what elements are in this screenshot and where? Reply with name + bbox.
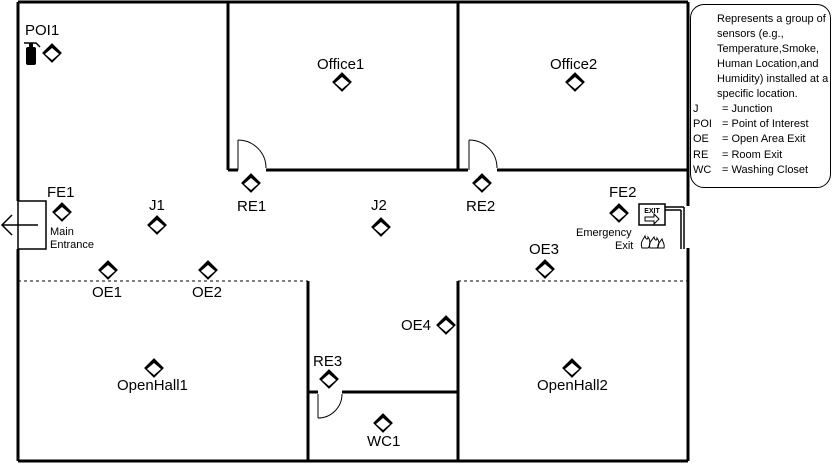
legend-box <box>690 4 831 188</box>
sensor-re2-icon <box>472 173 492 193</box>
room-label-wc1: WC1 <box>367 433 401 450</box>
legend-list: J = Junction POI = Point of Interest OE = O… <box>693 102 809 178</box>
sensor-office2-icon <box>565 72 585 92</box>
legend-item: WC = Washing Closet <box>693 163 809 176</box>
room-label-office1: Office1 <box>317 56 365 73</box>
sensor-label-oe1: OE1 <box>92 284 123 301</box>
sensor-j1-icon <box>147 215 167 235</box>
sensor-label-fe1: FE1 <box>47 184 75 201</box>
sensor-j2-icon <box>371 217 391 237</box>
main-entrance-label-line1: Main <box>50 226 74 238</box>
sensor-re1-icon <box>241 173 261 193</box>
sensor-label-re1: RE1 <box>237 198 267 215</box>
emergency-exit-label-line1: Emergency <box>576 227 632 239</box>
sensor-openhall2-icon <box>562 358 582 378</box>
open-area-boundaries <box>18 280 688 392</box>
sensor-fe1-icon <box>52 202 72 222</box>
legend-item: J = Junction <box>693 103 773 115</box>
emergency-exit-label-line2: Exit <box>615 240 634 252</box>
sensor-oe2-icon <box>198 260 218 280</box>
legend-description: Represents a group of sensors (e.g., Tem… <box>717 13 829 100</box>
exit-sign-icon: EXIT <box>638 203 666 226</box>
sensor-label-re3: RE3 <box>313 353 343 370</box>
sensor-re3-icon <box>319 369 339 389</box>
sensor-label-oe3: OE3 <box>529 241 560 258</box>
sensor-label-fe2: FE2 <box>609 184 637 201</box>
sensor-label-j1: J1 <box>149 197 165 214</box>
door-office2 <box>468 139 498 170</box>
fire-icon <box>640 234 665 249</box>
legend-item: RE = Room Exit <box>693 148 783 161</box>
sensor-markers <box>42 9 713 433</box>
fire-extinguisher-icon <box>24 42 41 65</box>
door-office1 <box>237 139 267 170</box>
room-label-openhall1: OpenHall1 <box>117 377 188 394</box>
building-walls <box>16 0 690 463</box>
sensor-label-oe4: OE4 <box>401 317 432 334</box>
legend-item: POI = Point of Interest <box>693 118 809 131</box>
room-label-office2: Office2 <box>550 56 598 73</box>
sensor-office1-icon <box>332 72 352 92</box>
sensor-oe1-icon <box>98 260 118 280</box>
sensor-poi1-icon <box>42 43 62 63</box>
sensor-label-re2: RE2 <box>466 198 496 215</box>
sensor-label-oe2: OE2 <box>192 284 223 301</box>
main-entrance-door <box>0 200 47 250</box>
sensor-oe4-icon <box>436 315 456 335</box>
sensor-label-poi1: POI1 <box>25 22 60 39</box>
room-label-openhall2: OpenHall2 <box>537 377 608 394</box>
sensor-fe2-icon <box>609 203 629 223</box>
sensor-label-j2: J2 <box>371 197 387 214</box>
sensor-oe3-icon <box>535 259 555 279</box>
sensor-wc1-icon <box>373 413 393 433</box>
door-wc1 <box>317 393 343 419</box>
legend-item: OE = Open Area Exit <box>693 133 806 146</box>
svg-text:EXIT: EXIT <box>644 208 660 215</box>
main-entrance-label-line2: Entrance <box>50 239 95 251</box>
sensor-openhall1-icon <box>144 358 164 378</box>
